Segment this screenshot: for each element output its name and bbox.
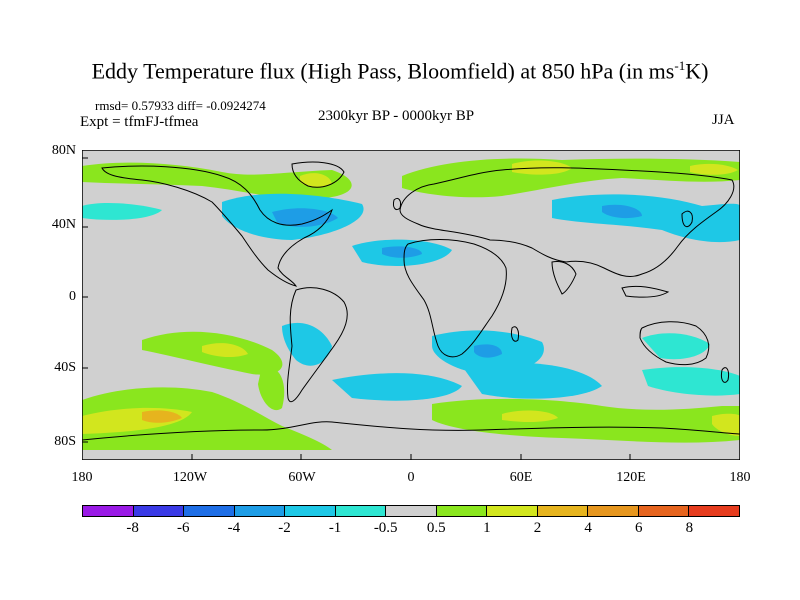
patch-yellow-greenland [300,173,332,188]
patch-green-eurasia [402,158,740,198]
colorbar-swatch [133,506,185,516]
colorbar-label: 4 [584,520,592,536]
coast-eurasia [399,167,735,277]
patch-blue-south-america [282,322,332,366]
y-tick-label: 0 [69,289,76,304]
x-tick-label: 0 [407,470,415,485]
coast-australia [639,321,710,366]
experiment-label: Expt = tfmFJ-tfmea [80,114,199,130]
colorbar-swatch [588,506,639,516]
stats-label: rmsd= 0.57933 diff= -0.0924274 [95,98,266,113]
patch-blue-south-pacific-east [642,367,740,396]
y-tick-label: 40S [54,360,76,375]
patch-green-north-atlantic [82,162,352,199]
colorbar-swatch [285,506,336,516]
colorbar-label: 6 [635,520,643,536]
map-ticks [82,157,740,460]
patch-blue-australia [642,333,710,360]
coast-africa [403,239,507,358]
x-tick-label: 180 [71,470,93,485]
colorbar-label: -8 [126,520,139,536]
patch-yellow-south-pacific [202,343,248,358]
colorbar-label: -4 [227,520,241,536]
colorbar-label: 8 [685,520,694,536]
x-tick-label: 180 [729,470,751,485]
colorbar-swatch [436,506,488,516]
colorbar-label: 2 [533,520,542,536]
colorbar [82,505,740,517]
patch-darkblue-asia [602,204,642,219]
colorbar-swatch [386,506,437,516]
coast-india [551,261,577,295]
coast-greenland [291,161,345,188]
patch-blue-southern-ocean-mid [462,362,602,399]
period-label: 2300kyr BP - 0000kyr BP [318,108,475,124]
world-map [82,150,740,460]
coastlines [82,161,740,441]
patch-green-south-america-west [258,365,285,411]
colorbar-label: -0.5 [373,520,398,536]
coast-south-america [287,287,348,403]
colorbar-label: 0.5 [426,520,446,536]
coast-new-zealand [721,367,729,383]
colorbar-swatch [234,506,286,516]
colorbar-label: -2 [278,520,291,536]
colorbar-swatch [638,506,690,516]
coast-madagascar [511,326,519,342]
colorbar-swatch [83,506,134,516]
y-tick-label: 80S [54,434,76,449]
x-tick-label: 60W [288,470,316,485]
patch-orange-southern-ocean-west [142,410,182,423]
y-tick-label: 40N [51,217,76,232]
colorbar-label: -6 [176,520,190,536]
season-label: JJA [712,112,735,128]
colorbar-swatch [184,506,235,516]
patch-blue-pacific-east [82,203,162,220]
colorbar-swatch [537,506,589,516]
coast-indonesia [621,285,670,298]
coast-japan [681,210,693,228]
patch-darkblue-north-africa [382,246,422,258]
colorbar-swatch [487,506,538,516]
patch-darkblue-south-africa [474,344,502,358]
x-tick-label: 120E [616,470,646,485]
coast-uk [393,197,401,211]
patch-yellow-southern-ocean-east [502,410,558,422]
colorbar-label: 1 [483,520,491,536]
colorbar-swatch [335,506,387,516]
colorbar-label: -1 [328,520,342,536]
patch-yellow-east-edge [712,413,740,436]
patch-yellow-eastasia [690,163,738,175]
patch-green-southern-ocean-east [432,398,740,443]
patch-blue-south-atlantic [332,373,462,401]
map-title: Eddy Temperature flux (High Pass, Bloomf… [91,58,709,84]
coast-antarctica [82,421,740,441]
patch-darkblue-north-america [272,208,338,227]
x-tick-label: 60E [509,470,533,485]
y-tick-label: 80N [51,143,76,158]
colorbar-swatch [689,506,739,516]
x-tick-label: 120W [172,470,208,485]
coast-north-america [101,165,333,287]
